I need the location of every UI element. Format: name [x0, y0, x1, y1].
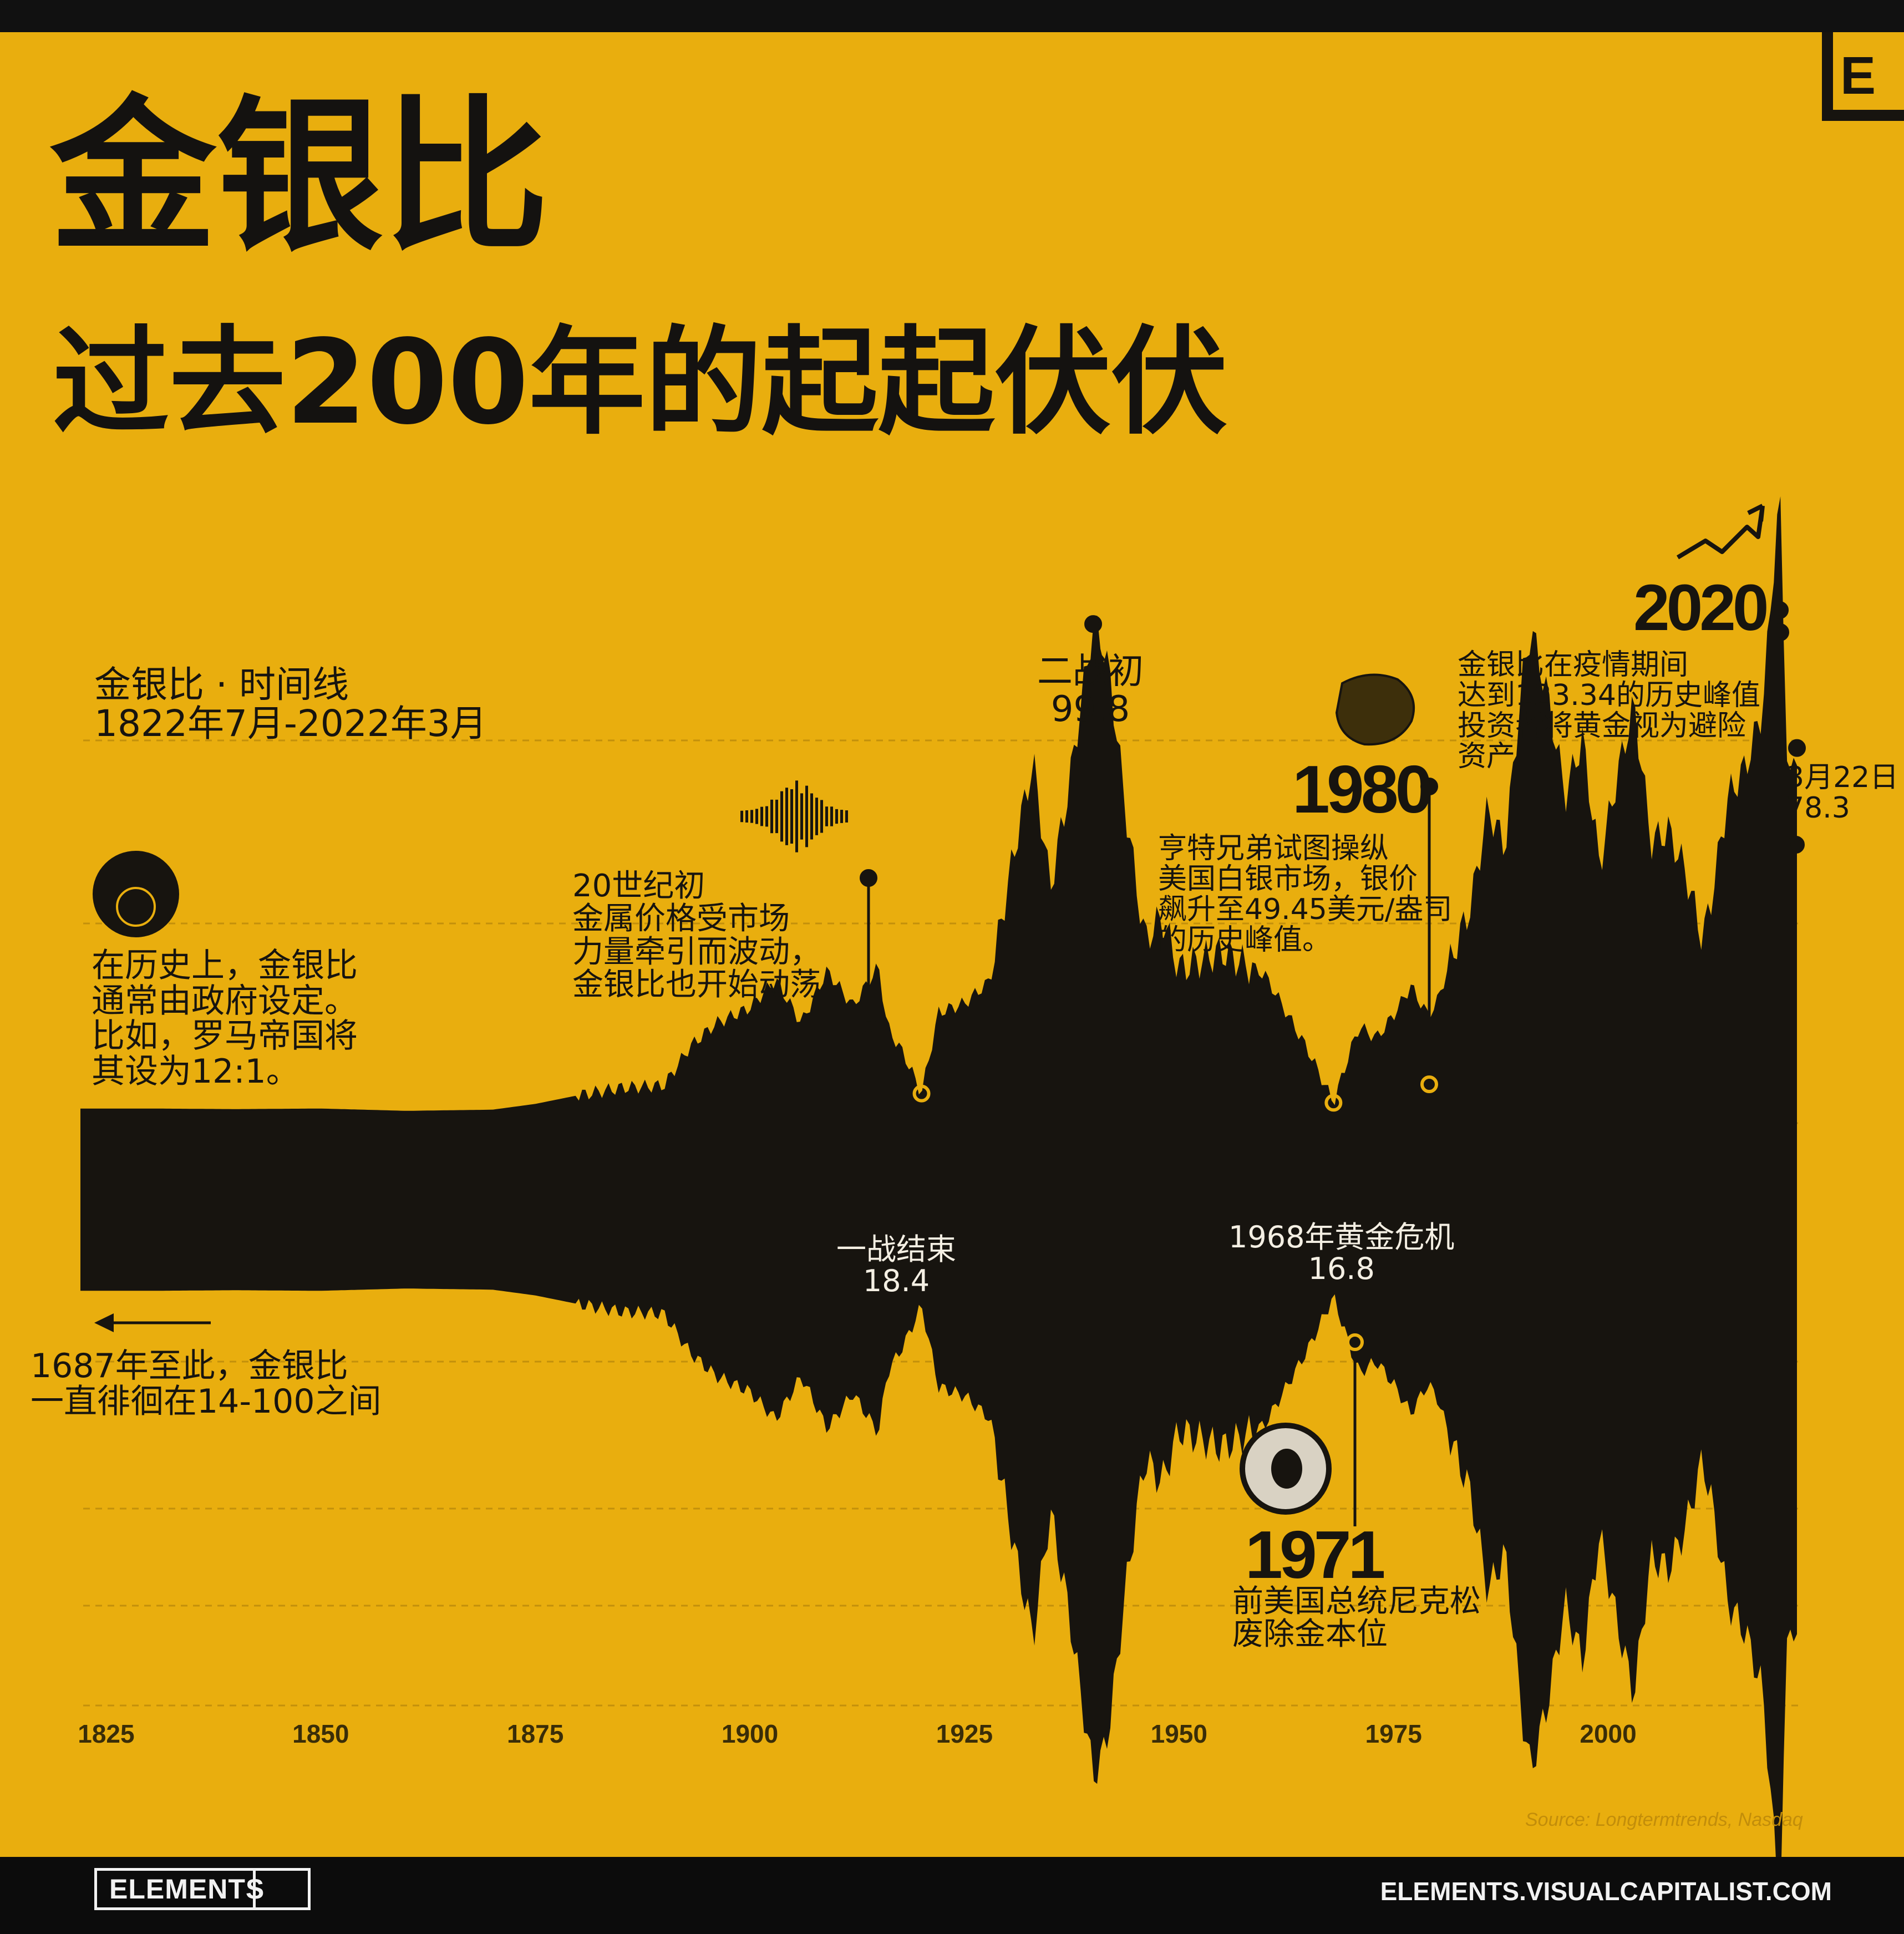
- labeled-point: [912, 1084, 931, 1103]
- year-1971-label: 1971: [1245, 1517, 1385, 1592]
- x-axis-ticks: 1825 1850 1875 1900 1925 1950 1975 2000: [78, 1719, 1636, 1748]
- logo-letter: E: [1840, 46, 1876, 105]
- sound-wave-bar: [805, 785, 808, 847]
- footer: [0, 1857, 1904, 1934]
- x-tick-label: 1900: [722, 1719, 778, 1748]
- note-hunt-brothers: 亨特兄弟试图操纵 美国白银市场，银价 飙升至49.45美元/盎司 的历史峰值。: [1158, 832, 1453, 957]
- callout-dot-2020: [1771, 623, 1789, 641]
- timeline-label: 金银比 · 时间线 1822年7月-2022年3月: [94, 663, 487, 745]
- page-title: 金银比: [50, 80, 549, 274]
- sound-wave-bar: [750, 810, 753, 823]
- x-tick-label: 1950: [1151, 1719, 1207, 1748]
- labeled-point: [1084, 615, 1103, 633]
- sound-wave-bar: [760, 806, 763, 826]
- sound-wave-bar: [795, 780, 798, 852]
- note-gold-crisis: 1968年黄金危机 16.8: [1228, 1220, 1455, 1287]
- brand-logo[interactable]: ELEMENTS: [94, 1868, 311, 1910]
- callout-dot-1971: [1346, 1333, 1364, 1351]
- sound-wave-bar: [745, 810, 748, 823]
- sound-wave-bar: [835, 809, 838, 824]
- sound-wave-bar: [815, 798, 818, 835]
- note-historical: 在历史上，金银比 通常由政府设定。 比如，罗马帝国将 其设为12:1。: [92, 946, 358, 1091]
- chart-marks: [80, 496, 1806, 1857]
- callout-dot-early-20c: [860, 869, 877, 887]
- website-link[interactable]: ELEMENTS.VISUALCAPITALIST.COM: [1380, 1877, 1832, 1906]
- sound-wave-bar: [765, 806, 768, 827]
- x-tick-label: 1850: [292, 1719, 349, 1748]
- sound-wave-bar: [790, 789, 793, 844]
- silver-nugget-icon: [1335, 673, 1415, 746]
- note-ww1-end: 一战结束 18.4: [836, 1232, 956, 1299]
- sound-wave-bar: [830, 806, 833, 826]
- brand-name: ELEMENTS: [109, 1874, 265, 1905]
- page-subtitle: 过去200年的起起伏伏: [53, 314, 1228, 450]
- x-tick-label: 1875: [507, 1719, 563, 1748]
- note-range-1687: 1687年至此，金银比 一直徘徊在14-100之间: [31, 1347, 382, 1421]
- brand-icon: [253, 1871, 308, 1907]
- decorations: [93, 504, 1805, 1526]
- sound-wave-bar: [810, 793, 813, 840]
- note-nixon: 前美国总统尼克松 废除金本位: [1232, 1583, 1481, 1653]
- note-latest-value: 3月22日 78.3: [1786, 761, 1899, 825]
- note-early-20c: 20世纪初 金属价格受市场 力量牵引而波动， 金银比也开始动荡: [572, 868, 821, 1003]
- labeled-point: [1771, 601, 1789, 619]
- sound-wave-bar: [845, 810, 848, 823]
- sound-wave-bar: [770, 799, 773, 834]
- callout-dot-1980: [1420, 1075, 1438, 1093]
- sound-wave-bar: [780, 791, 783, 842]
- eagle-seal-icon: [93, 851, 179, 937]
- sound-wave-bar: [775, 799, 778, 834]
- x-tick-label: 1975: [1365, 1719, 1422, 1748]
- year-1980-label: 1980: [1292, 752, 1433, 827]
- logo-frame: [1822, 32, 1904, 121]
- arrow-left-icon: [94, 1313, 114, 1332]
- note-pandemic: 金银比在疫情期间 达到123.34的历史峰值 投资者将黄金视为避险 资产: [1458, 648, 1760, 774]
- x-tick-label: 2000: [1580, 1719, 1636, 1748]
- source-note: Source: Longtermtrends, Nasdaq: [1525, 1809, 1803, 1830]
- trend-arrow-icon: [1676, 504, 1765, 560]
- year-2020-label: 2020: [1633, 571, 1769, 644]
- note-ww2: 二战初 99.8: [1037, 651, 1144, 730]
- eagle-seal-ring: [116, 887, 156, 927]
- ratio-area-series: [80, 496, 1797, 1857]
- sound-wave-bar: [840, 810, 843, 823]
- x-tick-label: 1825: [78, 1719, 134, 1748]
- x-tick-label: 1925: [936, 1719, 993, 1748]
- top-band: [0, 0, 1904, 32]
- labeled-point: [1788, 739, 1806, 757]
- sound-wave-bar: [740, 810, 743, 823]
- callout-dot-early-20c: [860, 1018, 877, 1035]
- callout-dot-latest: [1787, 836, 1805, 854]
- callout-dot-1980: [1420, 778, 1438, 795]
- sound-wave-bar: [755, 809, 758, 824]
- ratio-chart: 1825 1850 1875 1900 1925 1950 1975 2000: [78, 496, 1806, 1857]
- coin-portrait: [1271, 1449, 1302, 1489]
- sound-wave-bar: [785, 788, 788, 845]
- sound-wave-bar: [800, 793, 803, 840]
- sound-wave-bar: [820, 800, 823, 833]
- sound-wave-bar: [825, 806, 828, 826]
- labeled-point: [1324, 1094, 1343, 1112]
